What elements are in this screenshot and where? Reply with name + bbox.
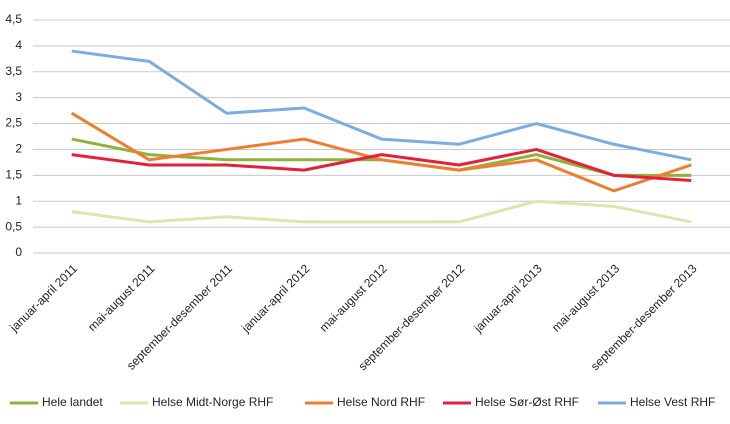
legend-label: Helse Sør-Øst RHF bbox=[475, 395, 579, 409]
y-tick-label: 2,5 bbox=[5, 116, 22, 130]
y-tick-label: 0 bbox=[15, 245, 22, 259]
series-line bbox=[71, 199, 692, 224]
y-tick-label: 0,5 bbox=[5, 219, 22, 233]
y-tick-label: 1 bbox=[15, 193, 22, 207]
x-tick-label: januar-april 2013 bbox=[470, 261, 545, 336]
y-tick-label: 2 bbox=[15, 142, 22, 156]
series-line bbox=[71, 49, 692, 162]
y-tick-label: 3 bbox=[15, 90, 22, 104]
y-tick-label: 4 bbox=[15, 38, 22, 52]
legend-label: Helse Nord RHF bbox=[337, 395, 425, 409]
series-line bbox=[70, 111, 692, 193]
legend-label: Hele landet bbox=[42, 395, 103, 409]
series-line bbox=[71, 147, 692, 183]
y-tick-label: 3,5 bbox=[5, 64, 22, 78]
legend-label: Helse Midt-Norge RHF bbox=[152, 395, 273, 409]
x-tick-label: mai-august 2012 bbox=[317, 261, 390, 334]
x-tick-label: mai-august 2011 bbox=[85, 261, 158, 334]
x-tick-label: mai-august 2013 bbox=[549, 261, 622, 334]
y-tick-label: 1,5 bbox=[5, 168, 22, 182]
x-tick-label: januar-april 2011 bbox=[6, 261, 80, 335]
x-tick-label: januar-april 2012 bbox=[238, 261, 313, 336]
y-tick-label: 4,5 bbox=[5, 12, 22, 26]
legend-label: Helse Vest RHF bbox=[630, 395, 715, 409]
